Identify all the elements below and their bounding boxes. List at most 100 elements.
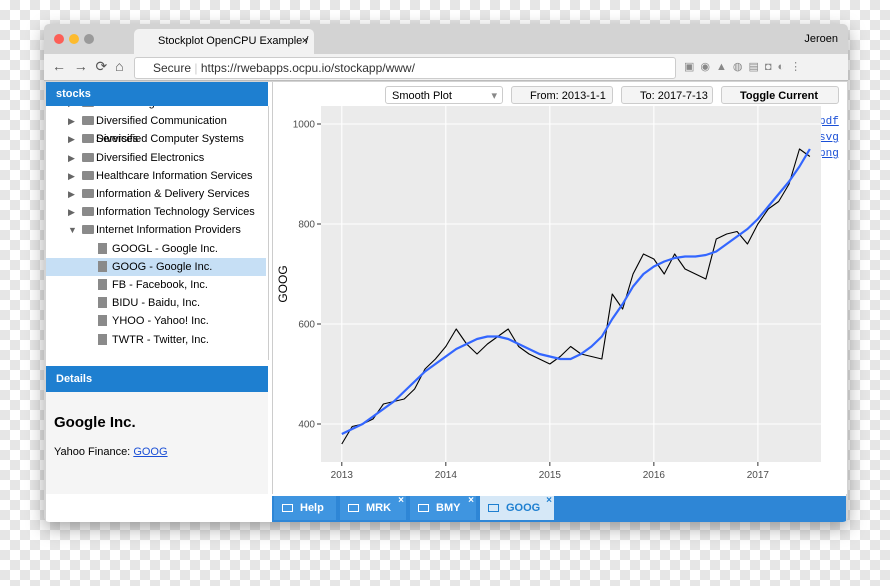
toggle-button[interactable]: Toggle Current Value [721,86,839,120]
from-label: From: 2013-1-1 [530,90,606,102]
tab-label: Help [300,502,324,514]
expander: ▶ [68,134,75,145]
tab-icon [348,504,359,512]
y-tick-label: 400 [298,420,315,431]
file-row[interactable]: FB - Facebook, Inc. [46,276,266,294]
folder-icon [82,116,94,126]
x-tick-label: 2017 [747,470,770,481]
folder-label: Diversified Computer Systems [96,133,244,146]
expander: ▶ [68,106,75,112]
zoom-button[interactable] [84,34,94,44]
y-axis-label: GOOG [276,265,290,302]
file-row[interactable]: BIDU - Baidu, Inc. [46,294,266,312]
folder-icon [82,170,94,180]
stock-tree: ▶ Data Storage Devices ▶ Diversified Commun… [46,106,269,360]
app-tab[interactable]: Help [274,496,336,520]
details-header: Details [46,366,268,392]
tab-close[interactable]: × [398,495,404,506]
download-link[interactable]: pdf [819,116,839,128]
file-label: YHOO - Yahoo! Inc. [112,315,209,328]
tab-label: GOOG [506,502,541,514]
plot-background [321,106,821,462]
details-panel: Google Inc. Yahoo Finance: GOOG [46,392,268,494]
folder-label: Diversified Communication Services [96,115,227,146]
plot-type-select[interactable]: Smooth Plot ▾ [385,86,503,104]
folder-row[interactable]: ▶ Information Technology Services [46,203,266,221]
file-row[interactable]: GOOG - Google Inc. [46,257,266,276]
app-tab[interactable]: GOOG × [480,495,554,520]
tab-bar: Help MRK × BMY × GOOG × [272,495,846,522]
file-icon [98,279,107,290]
app-tab[interactable]: MRK × [340,495,406,520]
x-tick-label: 2016 [643,470,666,481]
file-label: GOOGL - Google Inc. [112,242,218,255]
folder-icon [82,152,94,162]
select-value: Smooth Plot [392,90,452,102]
browser-tab[interactable]: Stockplot OpenCPU Example / × [134,29,314,54]
folder-row[interactable]: ▶ Healthcare Information Services [46,167,266,185]
sidebar-header: stocks [46,82,268,106]
folder-label: Internet Information Providers [96,224,241,237]
file-label: FB - Facebook, Inc. [112,279,208,291]
y-tick-label: 1000 [293,120,316,131]
folder-row[interactable]: ▶ Diversified Electronics [46,149,266,167]
file-row[interactable]: GOOGL - Google Inc. [46,240,266,258]
details-heading: Google Inc. [54,414,136,431]
x-tick-label: 2013 [331,470,354,481]
browser-window: Stockplot OpenCPU Example / × Jeroen ← → … [44,24,848,522]
details-title: Details [56,373,93,385]
file-row[interactable]: TWTR - Twitter, Inc. [46,331,266,349]
download-links: pdf svg png [819,116,847,164]
download-link[interactable]: svg [819,132,839,144]
tab-icon [282,504,293,512]
file-label: GOOG - Google Inc. [112,260,213,273]
url: https://rwebapps.ocpu.io/stockapp/www/ [200,61,415,75]
tab-close[interactable]: × [546,495,552,506]
series-line [341,148,811,435]
user-name: Jeroen [804,33,838,45]
nav-buttons[interactable]: ← → ⟳ ⌂ [52,58,124,74]
expander: ▶ [68,116,75,127]
details-source: Yahoo Finance: GOOG [54,446,168,458]
folder-label: Data Storage Devices [96,106,203,112]
folder-label: Information Technology Services [96,206,255,219]
viewport: stocks ▶ Data Storage Devices ▶ Diversified… [46,82,847,522]
folder-row[interactable]: ▼ Internet Information Providers [46,221,266,239]
tab-icon [488,504,499,512]
tab-label: BMY [436,502,461,514]
folder-icon [82,207,94,217]
expander: ▶ [68,170,75,181]
source-label: Yahoo Finance: [54,446,131,458]
chart: 400 600 800 1000 2013 2014 2015 2016 2017 GOOG [276,106,821,481]
sidebar-title: stocks [56,88,91,100]
y-tick-label: 600 [298,320,315,331]
tab-title: Stockplot OpenCPU Example / [158,35,309,47]
folder-icon [82,134,94,144]
y-tick-label: 800 [298,220,315,231]
expander: ▶ [68,189,75,199]
folder-row[interactable]: ▶ Data Storage Devices [46,106,266,112]
omnibox[interactable]: Secure | https://rwebapps.ocpu.io/stocka… [134,57,676,79]
file-label: BIDU - Baidu, Inc. [112,297,201,310]
close-button[interactable] [54,34,64,44]
to-date[interactable]: To: 2017-7-13 [621,86,713,104]
file-icon [98,315,107,327]
x-tick-label: 2014 [435,470,458,481]
folder-row[interactable]: ▶ Information & Delivery Services [46,185,266,203]
download-link[interactable]: png [819,148,839,160]
app-tab[interactable]: BMY × [410,495,476,520]
folder-label: Healthcare Information Services [96,169,253,182]
folder-row[interactable]: ▶ Diversified Communication Services [46,112,266,145]
file-row[interactable]: YHOO - Yahoo! Inc. [46,312,266,330]
folder-row[interactable]: ▶ Diversified Computer Systems [46,130,266,148]
tab-label: MRK [366,502,392,514]
minimize-button[interactable] [69,34,79,44]
expander: ▶ [68,152,75,163]
folder-label: Diversified Electronics [96,151,205,164]
expander: ▶ [68,207,75,218]
from-date[interactable]: From: 2013-1-1 [511,86,613,104]
tab-close[interactable]: × [468,495,474,506]
source-link[interactable]: GOOG [133,446,168,458]
address-bar: ← → ⟳ ⌂ Secure | https://rwebapps.ocpu.i… [44,54,848,81]
